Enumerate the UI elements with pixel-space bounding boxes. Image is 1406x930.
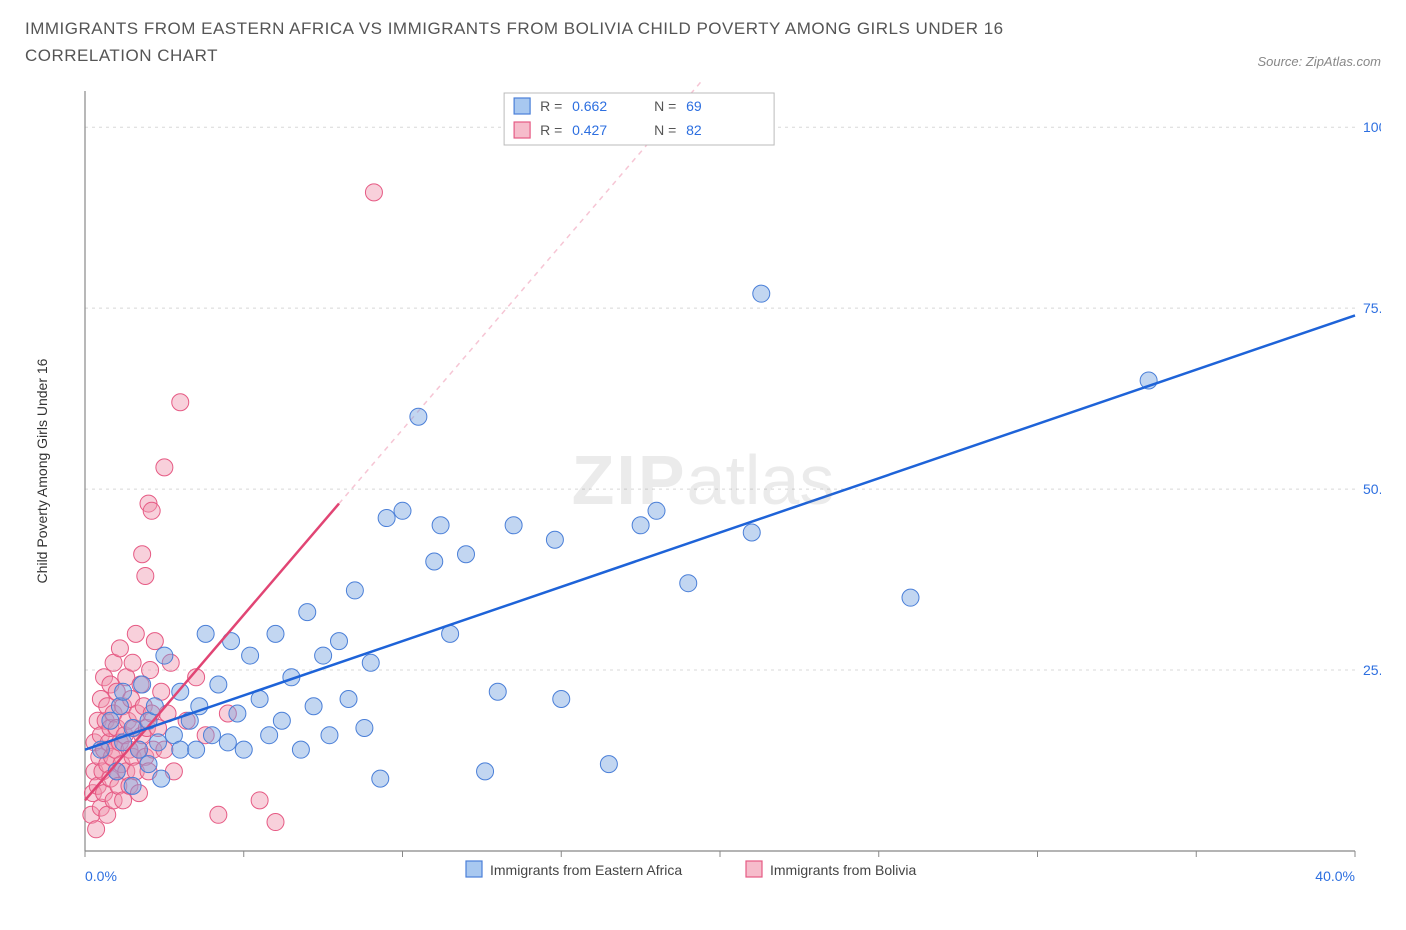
svg-text:82: 82 — [686, 122, 702, 138]
svg-text:R =: R = — [540, 98, 562, 114]
svg-text:75.0%: 75.0% — [1363, 301, 1381, 317]
svg-text:40.0%: 40.0% — [1315, 868, 1355, 884]
svg-text:R =: R = — [540, 122, 562, 138]
chart-area: ZIPatlas 25.0%50.0%75.0%100.0%Child Pove… — [25, 81, 1381, 911]
svg-text:0.662: 0.662 — [572, 98, 607, 114]
source-label: Source: ZipAtlas.com — [1257, 54, 1381, 69]
svg-text:69: 69 — [686, 98, 702, 114]
svg-text:N =: N = — [654, 122, 676, 138]
svg-text:25.0%: 25.0% — [1363, 662, 1381, 678]
svg-text:Immigrants from Eastern Africa: Immigrants from Eastern Africa — [490, 862, 682, 878]
svg-text:0.0%: 0.0% — [85, 868, 117, 884]
svg-text:N =: N = — [654, 98, 676, 114]
svg-text:0.427: 0.427 — [572, 122, 607, 138]
svg-text:Immigrants from Bolivia: Immigrants from Bolivia — [770, 862, 916, 878]
chart-title: IMMIGRANTS FROM EASTERN AFRICA VS IMMIGR… — [25, 15, 1125, 69]
svg-text:50.0%: 50.0% — [1363, 481, 1381, 497]
svg-text:100.0%: 100.0% — [1363, 120, 1381, 136]
scatter-chart: 25.0% 50.0% 75.0% 100.0% Child Poverty Among… — [25, 81, 1381, 911]
svg-text:Child Poverty Among Girls Unde: Child Poverty Among Girls Under 16 — [34, 359, 50, 584]
